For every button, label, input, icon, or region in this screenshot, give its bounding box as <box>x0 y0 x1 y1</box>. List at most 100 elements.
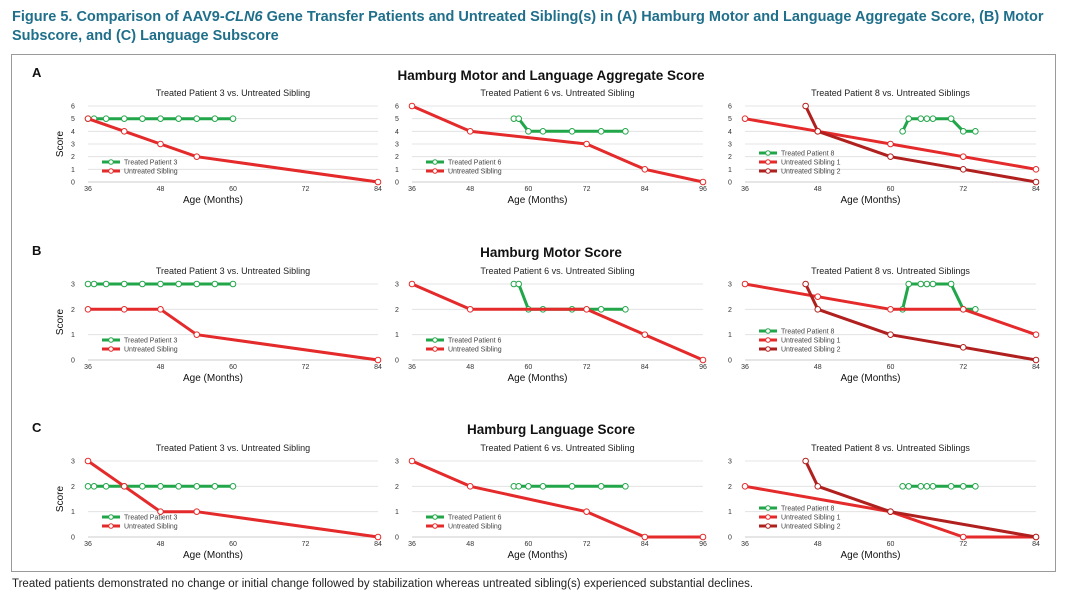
data-point <box>905 115 912 122</box>
x-tick-label: 48 <box>466 541 474 548</box>
y-tick-label: 1 <box>395 509 399 516</box>
x-tick-label: 96 <box>699 186 707 193</box>
chart-C-3: Treated Patient 8 vs. Untreated Siblings… <box>728 443 1040 561</box>
x-axis-label: Age (Months) <box>507 195 567 206</box>
x-tick-label: 72 <box>959 364 967 371</box>
data-point <box>887 331 894 338</box>
data-point <box>972 128 979 135</box>
data-point <box>120 128 128 135</box>
data-point <box>905 483 912 490</box>
data-point <box>1032 166 1040 173</box>
data-point <box>120 306 128 313</box>
x-tick-label: 48 <box>814 364 822 371</box>
x-tick-label: 60 <box>887 186 895 193</box>
series-line <box>513 282 626 311</box>
data-point <box>905 280 912 288</box>
series-line <box>744 484 1036 539</box>
y-tick-label: 2 <box>728 154 732 161</box>
y-tick-label: 3 <box>395 459 399 466</box>
y-tick-label: 1 <box>728 167 732 174</box>
chart-title: Treated Patient 6 vs. Untreated Sibling <box>480 443 634 453</box>
legend-marker <box>432 523 438 529</box>
data-point <box>139 115 146 122</box>
x-tick-label: 36 <box>741 364 749 371</box>
data-point <box>120 280 128 288</box>
x-axis-label: Age (Months) <box>183 195 243 206</box>
legend-label: Treated Patient 3 <box>124 515 178 522</box>
series-line <box>804 460 1037 539</box>
data-point <box>583 140 590 148</box>
data-point <box>583 306 590 313</box>
legend-marker <box>432 514 438 520</box>
x-tick-label: 48 <box>466 186 474 193</box>
x-tick-label: 48 <box>814 186 822 193</box>
y-tick-label: 0 <box>728 180 732 187</box>
y-tick-label: 2 <box>71 154 75 161</box>
x-tick-label: 60 <box>229 541 237 548</box>
data-point <box>947 280 955 288</box>
x-tick-label: 48 <box>157 364 165 371</box>
x-axis-label: Age (Months) <box>183 550 243 561</box>
data-point <box>466 483 474 490</box>
data-point <box>374 356 382 364</box>
data-point <box>229 280 237 288</box>
data-point <box>193 331 201 338</box>
data-point <box>193 153 201 160</box>
y-axis-label: Score <box>55 309 66 336</box>
legend-marker <box>765 523 771 529</box>
x-tick-label: 36 <box>84 541 92 548</box>
x-tick-label: 60 <box>525 186 533 193</box>
chart-title: Treated Patient 3 vs. Untreated Sibling <box>156 88 310 98</box>
data-point <box>814 293 822 300</box>
data-point <box>929 483 937 490</box>
data-point <box>741 115 749 122</box>
x-tick-label: 84 <box>374 186 382 193</box>
data-point <box>1032 178 1040 186</box>
row-letter-A: A <box>32 65 42 80</box>
y-tick-label: 3 <box>71 459 75 466</box>
data-point <box>193 508 201 515</box>
legend-marker <box>765 168 771 174</box>
data-point <box>157 508 164 515</box>
chart-A-1: Treated Patient 3 vs. Untreated Sibling 0… <box>55 88 382 206</box>
x-tick-label: 96 <box>699 541 707 548</box>
data-point <box>583 508 590 515</box>
legend-label: Treated Patient 3 <box>124 338 178 345</box>
data-point <box>90 483 98 490</box>
x-tick-label: 72 <box>583 186 591 193</box>
data-point <box>887 153 894 160</box>
data-point <box>641 166 649 173</box>
data-point <box>641 331 649 338</box>
data-point <box>802 457 809 465</box>
figure-title-gene: CLN6 <box>224 9 263 25</box>
x-tick-label: 84 <box>1032 364 1040 371</box>
data-point <box>923 280 931 288</box>
y-tick-label: 3 <box>395 142 399 149</box>
x-tick-label: 72 <box>302 186 310 193</box>
data-point <box>568 483 576 490</box>
legend-label: Untreated Sibling 1 <box>781 515 841 522</box>
figure-frame <box>11 54 1056 572</box>
data-point <box>959 344 967 351</box>
data-point <box>1032 356 1040 364</box>
x-tick-label: 84 <box>374 541 382 548</box>
y-tick-label: 1 <box>395 332 399 339</box>
row-letter-C: C <box>32 420 42 435</box>
x-axis-label: Age (Months) <box>840 373 900 384</box>
y-tick-label: 1 <box>728 332 732 339</box>
data-point <box>1032 331 1040 338</box>
row-heading-C: Hamburg Language Score <box>467 422 636 437</box>
data-point <box>211 483 219 490</box>
data-point <box>622 483 629 490</box>
data-point <box>175 280 182 288</box>
data-point <box>525 483 532 490</box>
y-tick-label: 3 <box>728 459 732 466</box>
y-tick-label: 5 <box>71 116 75 123</box>
row-letter-B: B <box>32 243 41 258</box>
data-point <box>120 115 128 122</box>
data-point <box>175 115 182 122</box>
data-point <box>741 280 749 288</box>
chart-title: Treated Patient 3 vs. Untreated Sibling <box>156 266 310 276</box>
y-tick-label: 3 <box>71 142 75 149</box>
legend-label: Untreated Sibling <box>124 347 178 354</box>
